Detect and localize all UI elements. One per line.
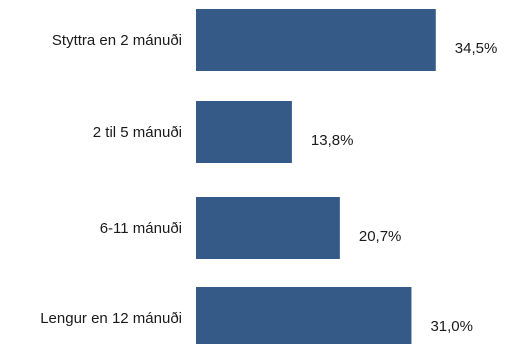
bar [196,197,340,259]
category-label: Lengur en 12 mánuði [40,310,182,327]
value-label: 34,5% [455,40,498,57]
value-label: 31,0% [430,318,473,335]
category-label: 2 til 5 mánuði [93,124,182,141]
value-label: 13,8% [311,132,354,149]
bar [196,287,412,349]
category-label: 6-11 mánuði [100,220,182,237]
bar [196,9,436,71]
category-label: Styttra en 2 mánuði [52,32,182,49]
bar [196,101,292,163]
value-label: 20,7% [359,228,402,245]
